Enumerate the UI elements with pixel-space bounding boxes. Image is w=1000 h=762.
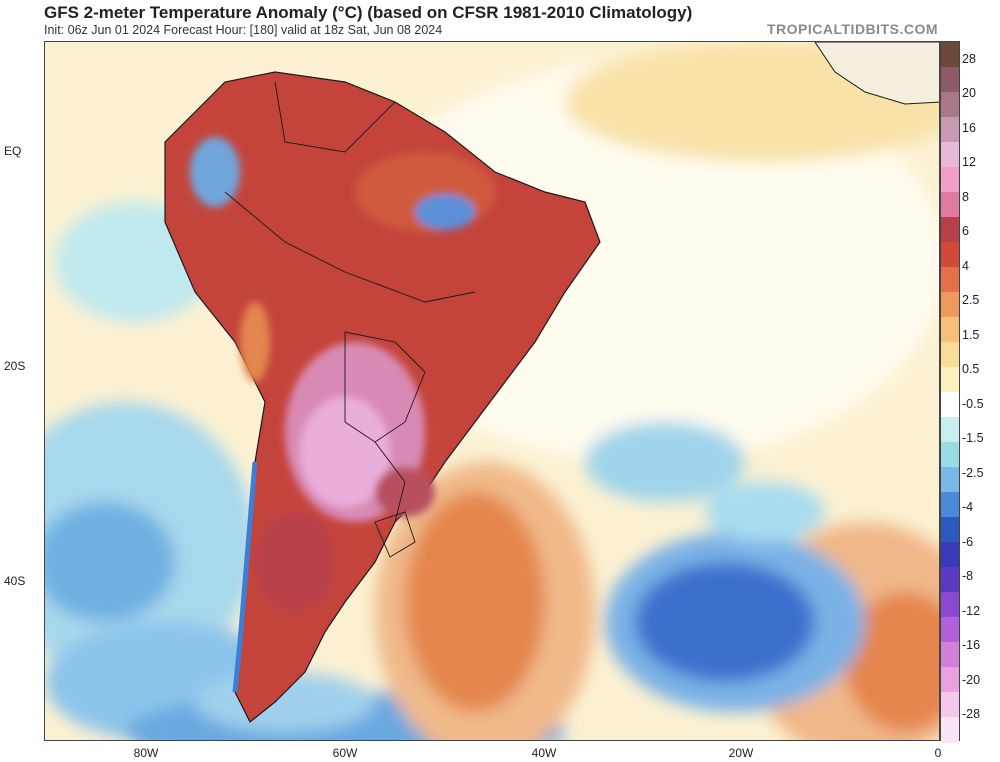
colorbar-segment <box>941 167 959 193</box>
colorbar-segment <box>941 467 959 493</box>
colorbar-segment <box>941 567 959 593</box>
colorbar-segment <box>941 717 959 743</box>
colorbar-label: 28 <box>962 52 976 66</box>
lat-label-20s: 20S <box>4 359 26 373</box>
colorbar-label: -20 <box>962 672 981 687</box>
colorbar-label: -6 <box>962 534 974 549</box>
colorbar-segment <box>941 417 959 443</box>
colorbar-segment <box>941 317 959 343</box>
lon-label-60w: 60W <box>332 746 358 760</box>
colorbar-label: -28 <box>962 707 981 722</box>
lat-label-eq: EQ <box>4 144 22 158</box>
colorbar-segment <box>941 492 959 518</box>
colorbar-segment <box>941 67 959 93</box>
colorbar-label: 20 <box>962 86 976 101</box>
colorbar-segment <box>941 342 959 368</box>
anomaly-map-canvas <box>45 42 939 740</box>
colorbar-label: 0.5 <box>962 362 980 377</box>
lon-label-40w: 40W <box>531 746 557 760</box>
colorbar-segment <box>941 142 959 168</box>
colorbar-segment <box>941 667 959 693</box>
colorbar-segment <box>941 92 959 118</box>
colorbar-label: 6 <box>962 224 969 239</box>
anomaly-colorbar <box>940 41 960 743</box>
colorbar-label: -4 <box>962 500 974 515</box>
lon-label-20w: 20W <box>728 746 754 760</box>
colorbar-label: -16 <box>962 638 981 653</box>
colorbar-segment <box>941 592 959 618</box>
anomaly-map <box>44 41 940 741</box>
colorbar-label: -0.5 <box>962 396 984 411</box>
colorbar-label: 16 <box>962 120 976 135</box>
colorbar-label: -1.5 <box>962 431 984 446</box>
africa-coast <box>814 42 939 105</box>
south-america-land <box>164 71 601 723</box>
colorbar-label: 1.5 <box>962 327 980 342</box>
colorbar-segment <box>941 117 959 143</box>
colorbar-segment <box>941 642 959 668</box>
colorbar-segment <box>941 367 959 393</box>
colorbar-segment <box>941 267 959 293</box>
colorbar-label: -2.5 <box>962 465 984 480</box>
colorbar-segment <box>941 542 959 568</box>
site-brand: TROPICALTIDBITS.COM <box>766 21 938 37</box>
map-subtitle: Init: 06z Jun 01 2024 Forecast Hour: [18… <box>44 23 443 37</box>
ocean-anomaly-fields <box>45 42 939 740</box>
colorbar-segment <box>941 442 959 468</box>
colorbar-segment <box>941 217 959 243</box>
colorbar-segment <box>941 692 959 718</box>
lon-label-80w: 80W <box>133 746 159 760</box>
colorbar-segment <box>941 517 959 543</box>
colorbar-segment <box>941 392 959 418</box>
map-title: GFS 2-meter Temperature Anomaly (°C) (ba… <box>44 3 693 22</box>
colorbar-label: 2.5 <box>962 293 980 308</box>
colorbar-segment <box>941 242 959 268</box>
colorbar-label: 12 <box>962 155 976 170</box>
lat-label-40s: 40S <box>4 574 26 588</box>
colorbar-segment <box>941 192 959 218</box>
colorbar-label: 8 <box>962 189 969 204</box>
lon-label-0: 0 <box>934 746 942 760</box>
colorbar-segment <box>941 42 959 68</box>
colorbar-segment <box>941 617 959 643</box>
colorbar-label: -8 <box>962 569 974 584</box>
colorbar-segment <box>941 292 959 318</box>
colorbar-label: -12 <box>962 603 981 618</box>
colorbar-label: 4 <box>962 258 969 273</box>
